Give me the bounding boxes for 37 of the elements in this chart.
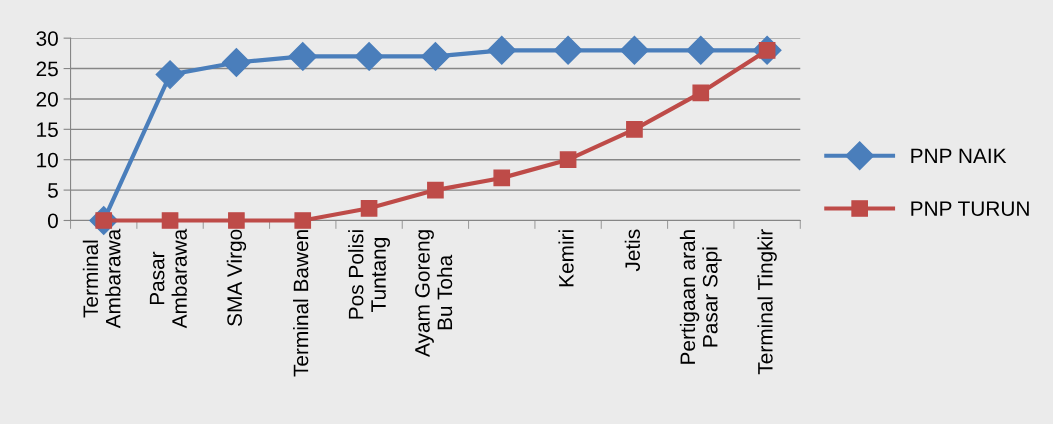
point <box>692 84 710 102</box>
x-tick-label: Ayam Goreng Bu Toha <box>415 230 453 357</box>
point <box>420 41 450 71</box>
point <box>487 35 517 65</box>
point <box>493 169 511 187</box>
point <box>686 35 716 65</box>
point <box>288 41 318 71</box>
x-tick-label: Jetis <box>624 229 641 272</box>
point <box>228 212 245 229</box>
y-tick-label: 5 <box>47 183 58 198</box>
y-tick-label: 30 <box>36 31 58 46</box>
point <box>155 60 185 90</box>
point <box>427 181 444 199</box>
x-tick-label: Terminal Tingkir <box>757 229 777 375</box>
x-tick-label: SMA Virgo <box>226 229 247 326</box>
point <box>619 35 649 65</box>
point <box>161 212 179 229</box>
y-tick-label: 15 <box>37 122 58 138</box>
x-tick-label: Kemiri <box>558 230 574 287</box>
point <box>626 120 643 138</box>
point <box>360 199 378 217</box>
legend-label: PNP NAIK <box>911 148 1007 164</box>
point <box>221 48 251 77</box>
point <box>559 151 577 169</box>
x-tick-label: Terminal Ambarawa <box>82 228 121 329</box>
y-tick-label: 20 <box>36 91 58 107</box>
y-tick-label: 25 <box>36 61 58 77</box>
y-tick-label: 10 <box>37 152 58 168</box>
x-tick-label: Pos Polisi Tuntang <box>348 230 391 319</box>
legend-label: PNP TURUN <box>911 201 1029 216</box>
x-tick-label: Pasar Ambarawa <box>149 228 187 329</box>
point <box>354 41 384 71</box>
x-tick-label: Terminal Bawen <box>293 230 309 377</box>
point <box>553 35 583 65</box>
x-tick-label: Pertigaan arah Pasar Sapi <box>679 230 722 364</box>
y-tick-label: 0 <box>47 213 58 229</box>
point <box>294 212 312 229</box>
